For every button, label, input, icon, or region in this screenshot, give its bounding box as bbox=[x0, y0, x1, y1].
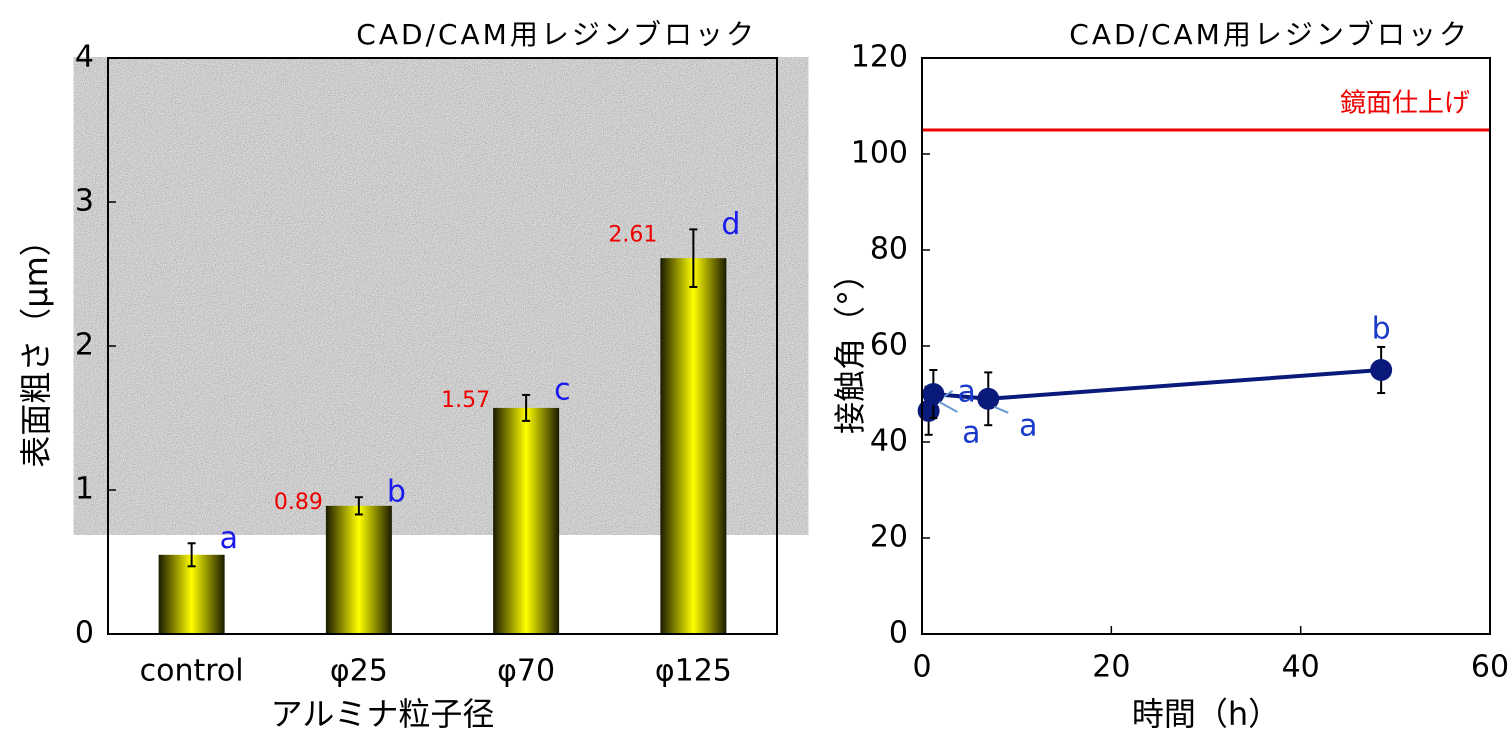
x-tick-label: 20 bbox=[1092, 650, 1130, 685]
letter-label: b bbox=[1372, 312, 1391, 347]
letter-leader bbox=[994, 407, 1008, 413]
x-axis-label: 時間（h） bbox=[1132, 695, 1280, 733]
y-tick-label: 1 bbox=[75, 472, 94, 507]
y-tick-label: 80 bbox=[870, 232, 908, 267]
x-tick-label: 40 bbox=[1282, 650, 1320, 685]
y-tick-label: 100 bbox=[851, 136, 908, 171]
data-point bbox=[1370, 359, 1392, 381]
y-tick-label: 0 bbox=[889, 616, 908, 651]
y-tick-label: 60 bbox=[870, 328, 908, 363]
y-axis-label: 表面粗さ（μm） bbox=[17, 224, 55, 468]
y-tick-label: 0 bbox=[75, 616, 94, 651]
value-label: 1.57 bbox=[441, 388, 490, 413]
data-point bbox=[922, 383, 944, 405]
x-tick-label: 0 bbox=[912, 650, 931, 685]
x-tick-label: φ125 bbox=[655, 654, 732, 689]
bar bbox=[660, 258, 726, 634]
letter-label: a bbox=[1019, 408, 1037, 443]
letter-label: d bbox=[721, 207, 740, 242]
figure: CAD/CAM用レジンブロック表面粗さ（μm） アルミナ粒子径 0 1 2 3 4 contr… bbox=[0, 0, 1508, 735]
y-axis-label: 接触角（°） bbox=[831, 258, 869, 434]
sem-image bbox=[300, 345, 407, 437]
sem-image bbox=[635, 97, 747, 195]
sem-image bbox=[469, 248, 581, 343]
y-tick-label: 3 bbox=[75, 184, 94, 219]
letter-label: b bbox=[387, 475, 406, 510]
x-tick-label: 60 bbox=[1471, 650, 1508, 685]
y-tick-label: 2 bbox=[75, 328, 94, 363]
bar bbox=[493, 408, 559, 634]
sem-image bbox=[135, 402, 248, 495]
y-tick-label: 40 bbox=[870, 424, 908, 459]
x-tick-label: control bbox=[140, 654, 244, 689]
reference-label: 鏡面仕上げ bbox=[1340, 89, 1470, 119]
x-tick-label: φ25 bbox=[330, 654, 388, 689]
value-label: 2.61 bbox=[608, 222, 657, 247]
x-tick-label: φ70 bbox=[497, 654, 555, 689]
value-label: 0.89 bbox=[274, 490, 323, 515]
chart-title: CAD/CAM用レジンブロック bbox=[356, 18, 757, 51]
chart-title: CAD/CAM用レジンブロック bbox=[1069, 18, 1470, 51]
y-tick-label: 120 bbox=[851, 40, 908, 75]
letter-label: c bbox=[554, 372, 571, 407]
bar bbox=[326, 506, 392, 634]
letter-leader bbox=[939, 402, 957, 412]
letter-label: a bbox=[957, 374, 975, 409]
y-tick-label: 4 bbox=[75, 40, 94, 75]
letter-label: a bbox=[962, 416, 980, 451]
plot-frame bbox=[922, 58, 1490, 634]
sem-images bbox=[135, 97, 747, 495]
y-tick-label: 20 bbox=[870, 520, 908, 555]
letter-label: a bbox=[220, 521, 238, 556]
x-axis-label: アルミナ粒子径 bbox=[271, 695, 495, 733]
